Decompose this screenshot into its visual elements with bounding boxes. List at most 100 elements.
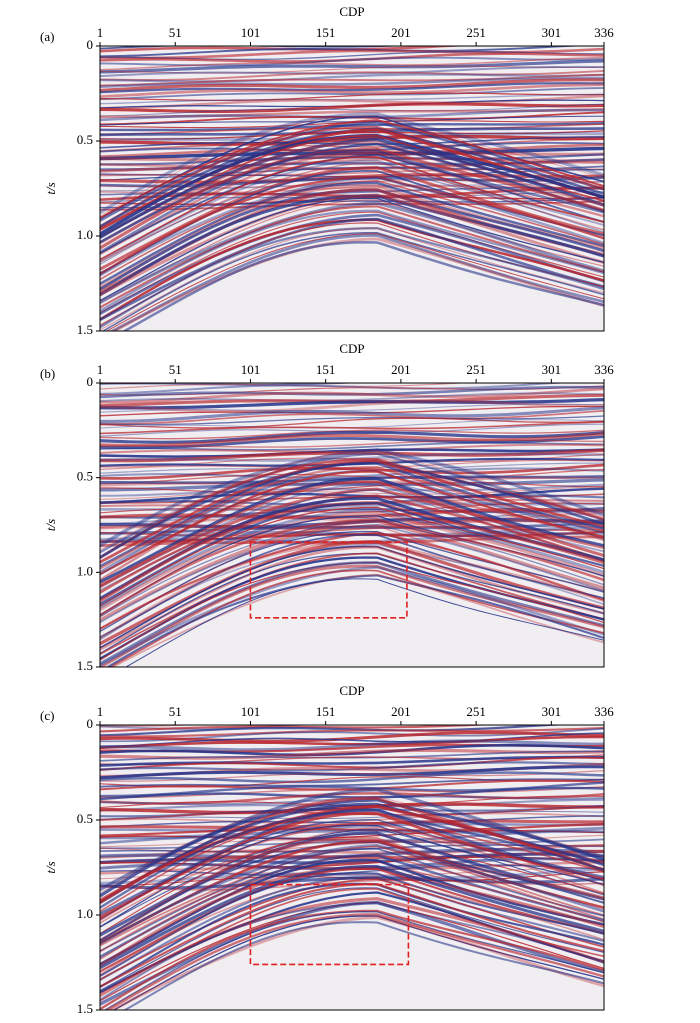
seismic-event	[100, 821, 604, 921]
seismic-event	[100, 878, 604, 981]
seismic-event	[100, 87, 604, 101]
y-tick-label: 0	[87, 37, 94, 52]
seismic-event	[100, 448, 604, 463]
seismic-event	[100, 897, 604, 997]
panel-label: (a)	[40, 29, 54, 44]
seismic-event	[100, 125, 604, 228]
seismic-event	[100, 115, 604, 217]
seismic-event	[100, 812, 604, 824]
seismic-event	[100, 432, 604, 448]
seismic-event	[100, 866, 604, 880]
seismic-event	[101, 232, 604, 331]
highlight-box	[249, 541, 408, 619]
y-axis-label: t/s	[43, 182, 58, 194]
plot-frame	[99, 382, 605, 668]
seismic-event	[100, 786, 604, 801]
seismic-event	[100, 387, 604, 404]
y-tick-label: 1.0	[77, 227, 93, 242]
x-tick-label: 251	[466, 362, 486, 377]
y-tick-label: 0.5	[77, 132, 93, 147]
seismic-event	[100, 46, 409, 50]
seismic-event	[100, 176, 604, 277]
seismic-event	[100, 417, 604, 429]
seismic-event	[100, 798, 604, 898]
y-tick-label: 1.5	[77, 658, 93, 673]
seismic-event	[100, 815, 604, 828]
seismic-event	[111, 237, 604, 331]
seismic-event	[100, 112, 604, 214]
seismic-event	[105, 913, 604, 1010]
seismic-event	[100, 209, 604, 312]
seismic-event	[100, 449, 604, 551]
seismic-event	[100, 227, 604, 329]
y-tick-label: 1.5	[77, 322, 93, 337]
seismic-event	[100, 828, 604, 928]
seismic-event	[123, 921, 604, 1010]
x-tick-label: 201	[391, 704, 411, 719]
seismic-event	[105, 233, 604, 331]
seismic-event	[100, 399, 604, 413]
seismic-event	[100, 564, 604, 667]
seismic-event	[100, 755, 604, 767]
y-axis-label: t/s	[43, 519, 58, 531]
seismic-event	[100, 458, 604, 559]
highlight-box	[249, 883, 410, 966]
seismic-event	[100, 398, 604, 410]
seismic-event	[100, 887, 604, 991]
x-tick-label: 101	[241, 25, 261, 40]
seismic-event	[100, 217, 604, 321]
panel-label: (c)	[40, 708, 54, 723]
seismic-event	[100, 543, 604, 641]
seismic-event	[100, 545, 604, 649]
x-tick-label: 151	[316, 704, 336, 719]
x-tick-label: 1	[97, 362, 104, 377]
x-tick-label: 101	[241, 362, 261, 377]
seismic-event	[100, 804, 604, 904]
x-tick-label: 51	[169, 362, 182, 377]
seismic-event	[100, 211, 604, 314]
x-tick-label: 151	[316, 25, 336, 40]
seismic-event	[111, 573, 604, 667]
x-axis-label: CDP	[339, 341, 364, 356]
seismic-event	[100, 137, 604, 239]
seismic-event	[100, 811, 604, 820]
seismic-event	[100, 756, 604, 771]
seismic-event	[100, 864, 604, 970]
seismic-event	[100, 383, 471, 390]
seismic-event	[100, 731, 604, 743]
seismic-event	[100, 159, 604, 263]
seismic-event	[100, 478, 604, 492]
seismic-event	[100, 900, 604, 1006]
seismic-event	[100, 448, 604, 458]
seismic-event	[100, 725, 572, 737]
seismic-event	[100, 487, 604, 589]
x-tick-label: 301	[542, 704, 562, 719]
seismic-event	[100, 847, 604, 952]
y-tick-label: 0.5	[77, 811, 93, 826]
seismic-event	[100, 519, 604, 622]
seismic-event	[100, 92, 604, 102]
seismic-event	[100, 483, 604, 497]
y-tick-label: 1.0	[77, 563, 93, 578]
seismic-event	[100, 107, 604, 118]
x-tick-label: 336	[594, 362, 614, 377]
seismic-event	[100, 421, 604, 435]
seismic-event	[100, 227, 604, 331]
y-tick-label: 1.5	[77, 1001, 93, 1016]
seismic-event	[100, 824, 604, 928]
seismic-event	[100, 771, 604, 784]
y-tick-label: 0.5	[77, 469, 93, 484]
seismic-event	[100, 481, 604, 494]
seismic-event	[100, 860, 604, 960]
seismic-event	[100, 56, 604, 71]
seismic-event	[100, 779, 604, 791]
seismic-event	[100, 151, 604, 256]
seismic-event	[100, 140, 604, 245]
seismic-event	[112, 915, 604, 1010]
seismic-event	[100, 383, 361, 386]
seismic-event	[100, 429, 604, 440]
seismic-event	[100, 76, 604, 88]
seismic-event	[100, 78, 604, 92]
seismic-event	[100, 146, 604, 161]
